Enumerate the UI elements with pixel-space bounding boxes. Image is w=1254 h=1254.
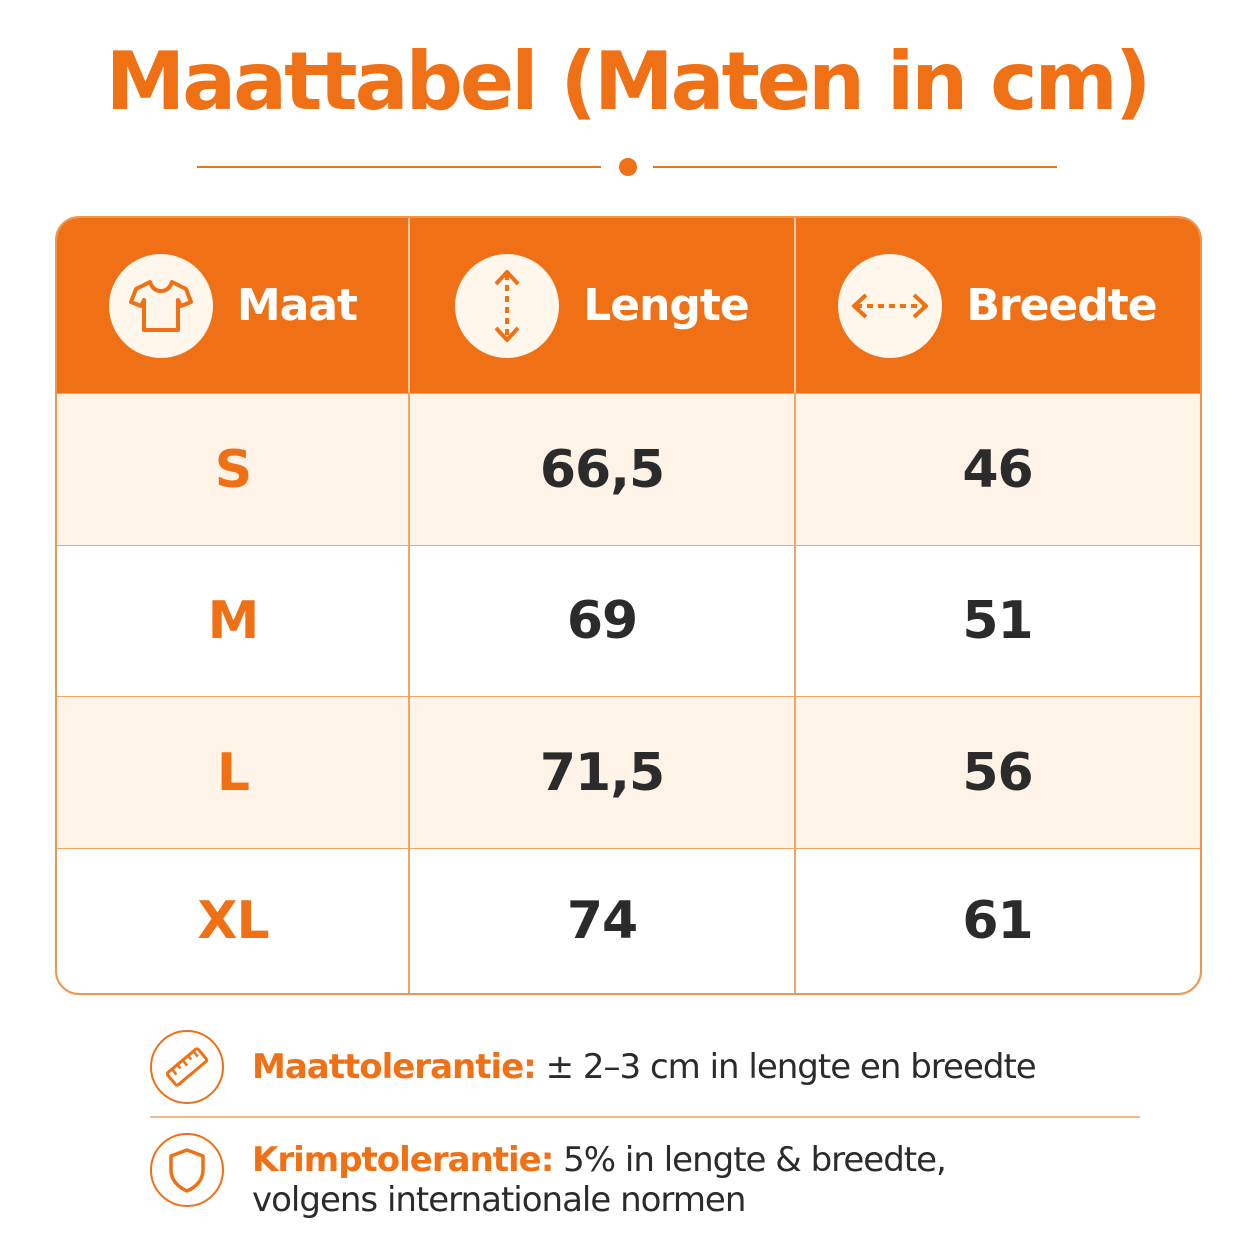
- table-row: L 71,5 56: [57, 696, 1200, 848]
- shrink-tolerance-text: 5% in lengte & breedte,: [563, 1140, 947, 1180]
- width-cell: 51: [962, 591, 1033, 651]
- shrink-tolerance-note: Krimptolerantie: 5% in lengte & breedte,…: [252, 1140, 947, 1220]
- size-table: Maat Lengte Breedte S: [55, 216, 1202, 995]
- column-divider: [794, 218, 796, 393]
- title-divider-right: [653, 166, 1057, 168]
- width-cell: 61: [962, 891, 1033, 951]
- table-row: S 66,5 46: [57, 393, 1200, 545]
- size-tolerance-note: Maattolerantie: ± 2–3 cm in lengte en br…: [252, 1047, 1037, 1087]
- table-row: M 69 51: [57, 545, 1200, 696]
- header-length-label: Lengte: [583, 280, 750, 331]
- title-divider-dot: [619, 158, 637, 176]
- table-header: Maat Lengte Breedte: [57, 218, 1200, 393]
- column-divider: [408, 218, 410, 393]
- length-cell: 69: [566, 591, 638, 651]
- size-cell: L: [216, 742, 250, 803]
- length-cell: 74: [566, 891, 638, 951]
- title-divider-left: [197, 166, 601, 168]
- header-size: Maat: [57, 218, 409, 393]
- size-tolerance-text: ± 2–3 cm in lengte en breedte: [545, 1047, 1037, 1087]
- shrink-tolerance-text-line2: volgens internationale normen: [252, 1180, 746, 1220]
- header-size-label: Maat: [236, 280, 358, 331]
- size-cell: S: [214, 439, 252, 500]
- width-cell: 56: [962, 742, 1033, 803]
- table-row: XL 74 61: [57, 848, 1200, 993]
- header-length: Lengte: [409, 218, 795, 393]
- header-width-label: Breedte: [966, 280, 1157, 331]
- vertical-arrow-icon: [455, 253, 560, 358]
- size-cell: XL: [197, 891, 269, 951]
- width-cell: 46: [962, 439, 1033, 500]
- page-title: Maattabel (Maten in cm): [105, 35, 1152, 128]
- size-cell: M: [207, 591, 260, 651]
- header-width: Breedte: [795, 218, 1200, 393]
- shield-icon: [150, 1133, 224, 1207]
- column-divider: [794, 393, 796, 993]
- notes-divider: [150, 1116, 1140, 1118]
- length-cell: 71,5: [539, 742, 665, 803]
- size-tolerance-label: Maattolerantie:: [252, 1047, 537, 1087]
- ruler-icon: [150, 1030, 224, 1104]
- shrink-tolerance-label: Krimptolerantie:: [252, 1140, 554, 1180]
- tshirt-icon: [108, 253, 213, 358]
- horizontal-arrow-icon: [838, 253, 943, 358]
- column-divider: [408, 393, 410, 993]
- length-cell: 66,5: [539, 439, 665, 500]
